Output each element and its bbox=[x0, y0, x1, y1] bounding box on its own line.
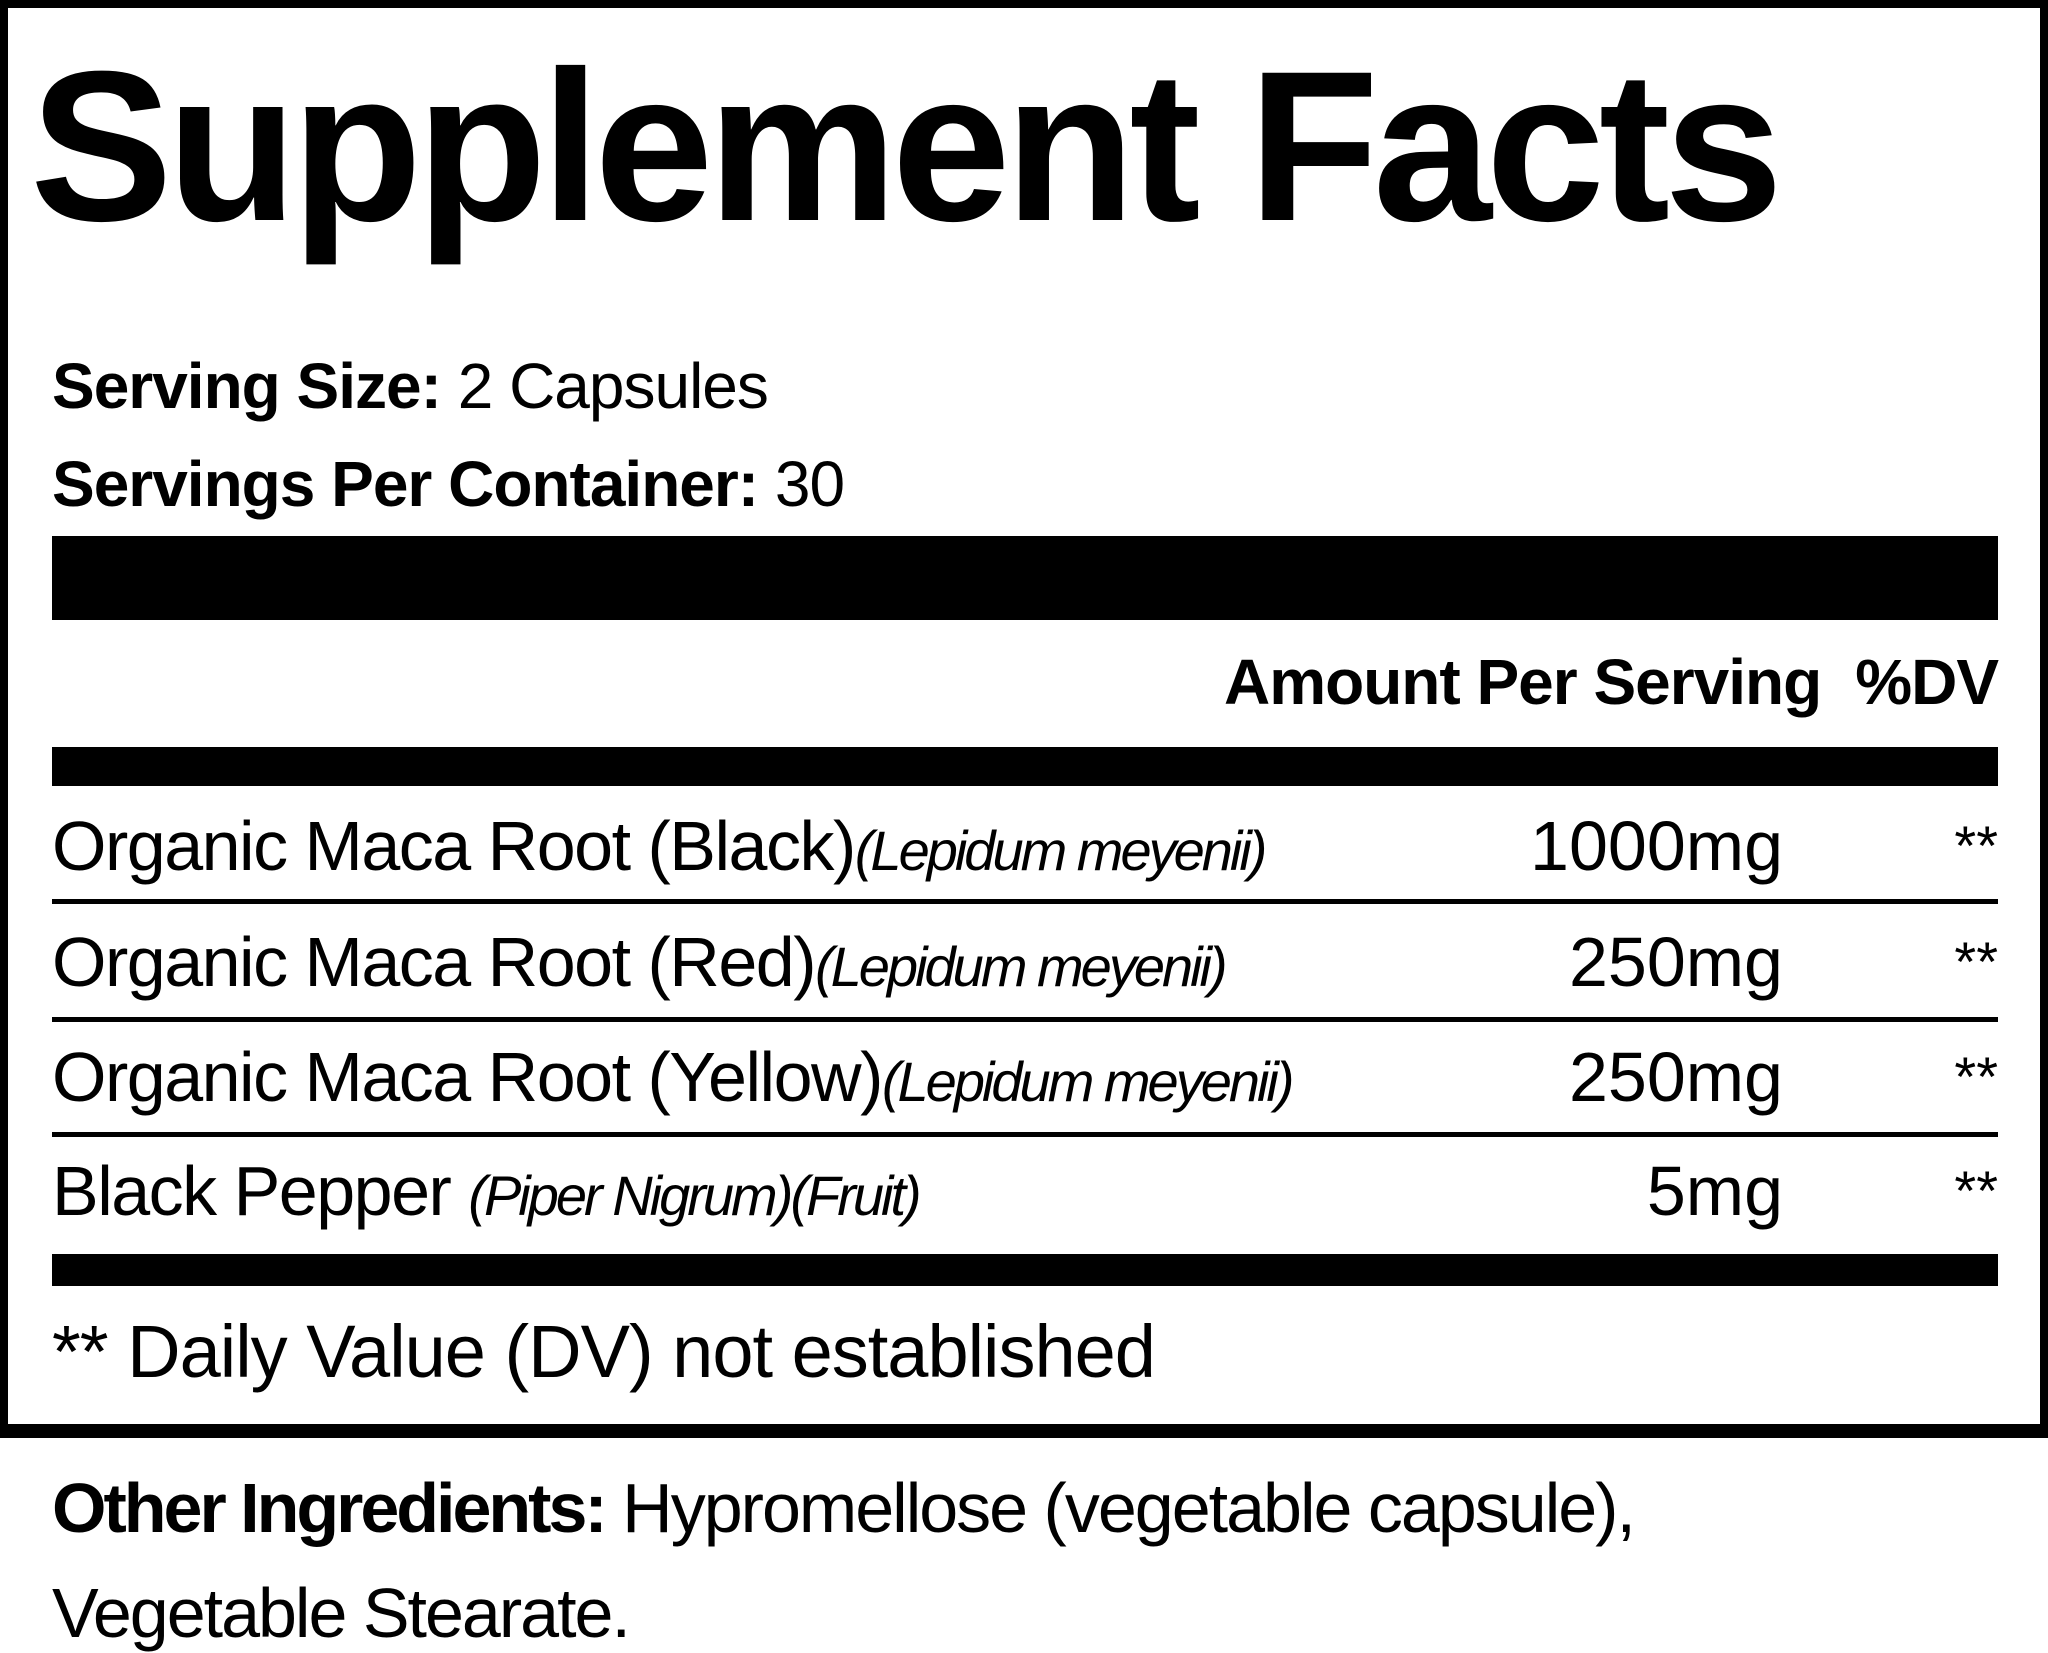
other-ingredients: Other Ingredients: Hypromellose (vegetab… bbox=[52, 1468, 1636, 1548]
other-ingredients-line2: Vegetable Stearate. bbox=[52, 1574, 631, 1652]
ingredient-name: Organic Maca Root (Red) bbox=[52, 923, 817, 1001]
ingredient-amount: 5mg bbox=[1646, 1152, 1783, 1230]
ingredient-latin: (Piper Nigrum)(Fruit) bbox=[468, 1164, 921, 1227]
ingredient-latin: (Lepidum meyenii) bbox=[881, 1050, 1295, 1113]
other-ingredients-label: Other Ingredients: bbox=[52, 1469, 608, 1547]
row-divider bbox=[52, 899, 1998, 904]
servings-per-container: Servings Per Container: 30 bbox=[52, 452, 845, 516]
ingredient-row: Black Pepper (Piper Nigrum)(Fruit) 5mg *… bbox=[52, 1151, 1998, 1231]
amount-header: Amount Per Serving bbox=[1223, 646, 1822, 718]
ingredient-name: Organic Maca Root (Yellow) bbox=[52, 1038, 883, 1116]
servings-per-container-value: 30 bbox=[774, 448, 845, 520]
serving-size: Serving Size: 2 Capsules bbox=[52, 354, 769, 418]
ingredient-amount: 250mg bbox=[1568, 923, 1783, 1001]
row-divider bbox=[52, 1132, 1998, 1137]
servings-per-container-label: Servings Per Container: bbox=[52, 448, 759, 520]
ingredient-dv: ** bbox=[1954, 1159, 1998, 1222]
dv-header: %DV bbox=[1855, 646, 1999, 718]
ingredient-latin: (Lepidum meyenii) bbox=[815, 935, 1228, 998]
row-divider bbox=[52, 1017, 1998, 1022]
ingredient-dv: ** bbox=[1954, 1045, 1998, 1108]
footnote: ** Daily Value (DV) not established bbox=[52, 1310, 1156, 1393]
serving-size-label: Serving Size: bbox=[52, 350, 442, 422]
ingredient-row: Organic Maca Root (Red)(Lepidum meyenii)… bbox=[52, 922, 1998, 1002]
column-header: Amount Per Serving %DV bbox=[1224, 650, 1999, 714]
other-ingredients-line1: Hypromellose (vegetable capsule), bbox=[604, 1469, 1636, 1547]
divider-thick bbox=[52, 536, 1998, 620]
panel-title: Supplement Facts bbox=[30, 27, 1783, 266]
divider-medium bbox=[52, 1254, 1998, 1286]
divider-medium bbox=[52, 747, 1998, 786]
ingredient-name: Organic Maca Root (Black) bbox=[52, 807, 856, 885]
ingredient-amount: 250mg bbox=[1568, 1038, 1783, 1116]
ingredient-row: Organic Maca Root (Yellow)(Lepidum meyen… bbox=[52, 1037, 1998, 1117]
ingredient-latin: (Lepidum meyenii) bbox=[854, 819, 1268, 882]
ingredient-amount: 1000mg bbox=[1530, 807, 1783, 885]
ingredient-dv: ** bbox=[1954, 814, 1998, 877]
ingredient-dv: ** bbox=[1954, 930, 1998, 993]
serving-size-value: 2 Capsules bbox=[457, 350, 769, 422]
supplement-facts-panel bbox=[0, 0, 2048, 1438]
ingredient-name: Black Pepper bbox=[52, 1152, 469, 1230]
ingredient-row: Organic Maca Root (Black)(Lepidum meyeni… bbox=[52, 806, 1998, 886]
